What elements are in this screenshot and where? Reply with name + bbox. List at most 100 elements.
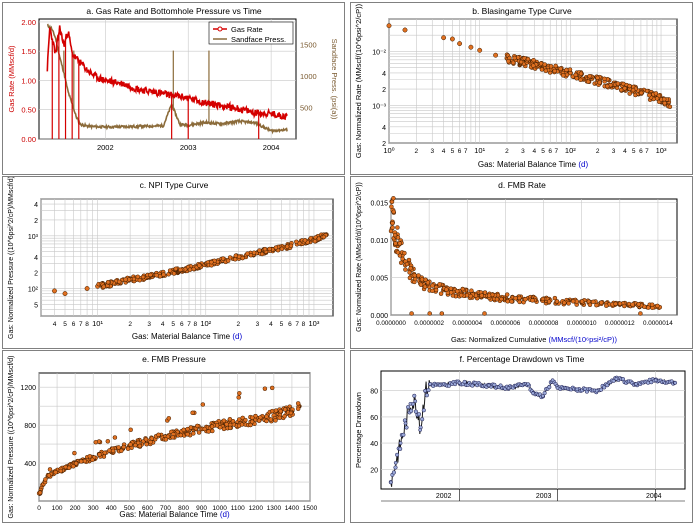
panel-fmb-rate: d. FMB Rate 0.0000000 0.0000002 0.0000004 0.… bbox=[350, 176, 693, 349]
data-point-cloud bbox=[402, 250, 407, 256]
y-tick-label: 5 bbox=[34, 302, 38, 309]
data-point-cloud bbox=[393, 241, 398, 246]
y-tick-label: 4 bbox=[34, 202, 38, 209]
y-tick-label: 1200 bbox=[20, 385, 36, 392]
data-point-cloud bbox=[494, 297, 500, 302]
data-point-cloud bbox=[133, 442, 138, 448]
drawdown-point bbox=[416, 412, 422, 417]
data-point-cloud bbox=[284, 244, 290, 249]
data-point-cloud bbox=[552, 295, 558, 301]
data-point-cloud bbox=[135, 274, 141, 280]
x-tick-label: 0.0000006 bbox=[491, 320, 521, 327]
data-point-cloud bbox=[649, 302, 655, 307]
data-point-cloud bbox=[469, 288, 474, 293]
data-point-cloud bbox=[171, 271, 177, 276]
x-minor-tick-label: 7 bbox=[645, 148, 649, 155]
data-point-cloud bbox=[167, 268, 173, 273]
legend-box bbox=[208, 21, 294, 45]
drawdown-point bbox=[426, 388, 431, 393]
data-point bbox=[673, 380, 678, 385]
drawdown-point bbox=[401, 432, 406, 437]
data-point-cloud bbox=[71, 464, 76, 469]
data-point bbox=[468, 44, 474, 50]
x-axis-label-main: Gas: Material Balance Time bbox=[119, 510, 219, 519]
data-point-cloud bbox=[267, 246, 272, 252]
data-point-cloud bbox=[439, 311, 445, 316]
data-point-cloud bbox=[389, 204, 394, 209]
data-point-cloud bbox=[455, 289, 460, 294]
x-tick-label: 0.0000000 bbox=[376, 320, 406, 327]
data-point-cloud bbox=[395, 250, 401, 255]
y-tick-label: 400 bbox=[24, 461, 36, 468]
data-point-cloud bbox=[482, 311, 487, 316]
data-point-cloud bbox=[197, 263, 202, 268]
y-axis-label: Gas: Normalized Rate (MMscf/d/(10^6psi^2… bbox=[356, 182, 363, 332]
x-tick-label: 1300 bbox=[267, 505, 282, 512]
data-point-cloud bbox=[200, 402, 206, 407]
data-point-cloud bbox=[87, 454, 93, 459]
gas-rate-line bbox=[46, 25, 288, 121]
x-major-tick-label: 10¹ bbox=[92, 319, 103, 328]
data-point-cloud bbox=[268, 417, 274, 422]
data-point-cloud bbox=[137, 277, 143, 283]
x-minor-tick-label: 2 bbox=[596, 148, 600, 155]
data-point-cloud bbox=[587, 73, 592, 79]
data-point-cloud bbox=[273, 408, 279, 413]
data-point bbox=[531, 391, 535, 396]
chart-title: b. Blasingame Type Curve bbox=[472, 6, 572, 16]
x-minor-tick-label: 4 bbox=[532, 148, 536, 155]
data-point-cloud bbox=[437, 282, 442, 287]
data-point-cloud bbox=[195, 423, 200, 429]
gas-rate-pressure-chart: a. Gas Rate and Bottomhole Pressure vs T… bbox=[7, 6, 339, 152]
data-point-cloud bbox=[202, 426, 207, 432]
data-point bbox=[449, 36, 455, 42]
data-point bbox=[388, 480, 393, 485]
data-point-cloud bbox=[667, 104, 673, 110]
data-point-cloud bbox=[173, 266, 179, 272]
data-point-cloud bbox=[282, 413, 287, 419]
x-minor-tick-label: 7 bbox=[79, 321, 83, 328]
x-major-tick-label: 10³ bbox=[656, 146, 667, 155]
data-point-cloud bbox=[540, 296, 546, 302]
data-point-cloud bbox=[137, 443, 143, 449]
y-tick-label: 0.50 bbox=[21, 106, 36, 115]
sandface-pressure-line bbox=[47, 23, 288, 135]
data-point-cloud bbox=[161, 272, 166, 277]
data-point bbox=[493, 52, 499, 58]
x-tick-label: 0.0000004 bbox=[452, 320, 482, 327]
data-point-cloud bbox=[638, 311, 643, 316]
x-tick-label: 300 bbox=[88, 505, 99, 512]
drawdown-point bbox=[406, 405, 411, 410]
data-point-cloud bbox=[264, 418, 269, 424]
data-point-cloud bbox=[525, 56, 531, 62]
data-point-cloud bbox=[482, 290, 488, 295]
data-point bbox=[418, 428, 423, 432]
data-point-cloud bbox=[282, 407, 288, 412]
data-point-cloud bbox=[622, 303, 627, 309]
data-point-cloud bbox=[220, 256, 226, 261]
panel-npi: c. NPI Type Curve 10¹ 10² 10³ 4 5 6 7 8 2 3 4 5 6 7 8 2 3… bbox=[2, 176, 345, 349]
data-point-cloud bbox=[403, 267, 408, 272]
data-point-cloud bbox=[128, 442, 133, 447]
x-tick-label: 0.0000012 bbox=[605, 320, 635, 327]
data-point-cloud bbox=[412, 273, 417, 278]
data-point-cloud bbox=[448, 290, 454, 295]
data-point-cloud bbox=[531, 63, 536, 68]
data-point-cloud bbox=[243, 417, 248, 423]
x-tick-label: 0.0000014 bbox=[643, 320, 673, 327]
data-point-cloud bbox=[178, 267, 183, 273]
data-point-cloud bbox=[586, 79, 591, 84]
data-point-cloud bbox=[517, 295, 522, 301]
x-minor-tick-label: 8 bbox=[85, 321, 89, 328]
data-point-cloud bbox=[149, 436, 155, 441]
x-minor-tick-label: 6 bbox=[180, 321, 184, 328]
x-major-tick-label: 10¹ bbox=[474, 146, 485, 155]
data-point bbox=[457, 380, 462, 385]
data-point-cloud bbox=[468, 293, 473, 299]
data-point-cloud bbox=[148, 272, 153, 278]
data-point-cloud bbox=[262, 386, 268, 391]
data-point-cloud bbox=[259, 251, 265, 257]
data-point-cloud bbox=[391, 209, 396, 215]
data-point-cloud bbox=[613, 301, 618, 307]
